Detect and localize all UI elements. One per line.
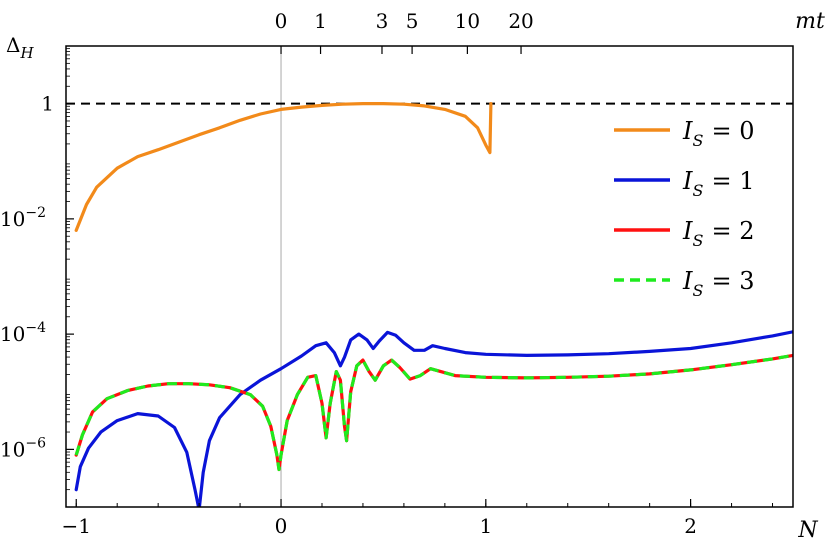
series-line-0 [74, 102, 493, 232]
series-line-1 [74, 330, 793, 507]
y-tick-base: 1 [41, 92, 54, 116]
legend-label-3: IS = 3 [682, 267, 754, 300]
legend-label-2: IS = 2 [682, 217, 754, 250]
legend-symbol: I [682, 117, 693, 145]
y-tick-label: 10−6 [0, 435, 46, 461]
x-tick-label: 1 [479, 514, 492, 538]
top-tick-label: 1 [314, 9, 327, 33]
y-tick-label: 10−4 [0, 320, 46, 346]
legend-subscript: S [692, 181, 703, 200]
top-tick-label: 0 [275, 9, 288, 33]
top-axis-label: mt [795, 9, 825, 34]
plot-frame [65, 45, 794, 508]
series-line-3 [74, 353, 793, 472]
legend-value: = 0 [711, 117, 754, 145]
top-tick-label: 20 [508, 9, 533, 33]
legend-subscript: S [692, 231, 703, 250]
legend-subscript: S [692, 131, 703, 150]
y-tick-label: 1 [41, 92, 54, 116]
x-tick-label: −1 [61, 514, 90, 538]
x-tick-label: 2 [684, 514, 697, 538]
series-line-2 [74, 353, 793, 472]
y-tick-exponent: −2 [25, 205, 46, 221]
y-tick-exponent: −6 [25, 435, 46, 451]
legend-value: = 3 [711, 267, 754, 295]
top-tick-label: 3 [376, 9, 389, 33]
y-tick-base: 10 [0, 437, 25, 461]
x-tick-label: 0 [275, 514, 288, 538]
legend-symbol: I [682, 167, 693, 195]
series-layer [74, 102, 793, 507]
x-axis-label: N [797, 518, 818, 543]
top-tick-label: 10 [455, 9, 480, 33]
y-label-base: Δ [6, 33, 20, 57]
legend-symbol: I [682, 217, 693, 245]
x-axis-ticks: −1 0 1 2 [61, 499, 774, 538]
legend-symbol: I [682, 267, 693, 295]
legend-label-0: IS = 0 [682, 117, 754, 150]
y-tick-base: 10 [0, 322, 25, 346]
legend-value: = 2 [711, 217, 754, 245]
y-tick-exponent: −4 [25, 320, 46, 336]
top-axis-ticks: 0 1 3 5 10 20 [275, 9, 534, 54]
y-label-subscript: H [19, 44, 34, 62]
legend: IS = 0IS = 1IS = 2IS = 3 [614, 117, 754, 300]
legend-value: = 1 [711, 167, 754, 195]
legend-label-1: IS = 1 [682, 167, 754, 200]
y-axis-label: ΔH [6, 33, 34, 62]
y-tick-base: 10 [0, 207, 25, 231]
y-axis-ticks: 110−210−410−6 [0, 48, 74, 491]
y-tick-label: 10−2 [0, 205, 46, 231]
legend-subscript: S [692, 281, 703, 300]
top-tick-label: 5 [406, 9, 419, 33]
